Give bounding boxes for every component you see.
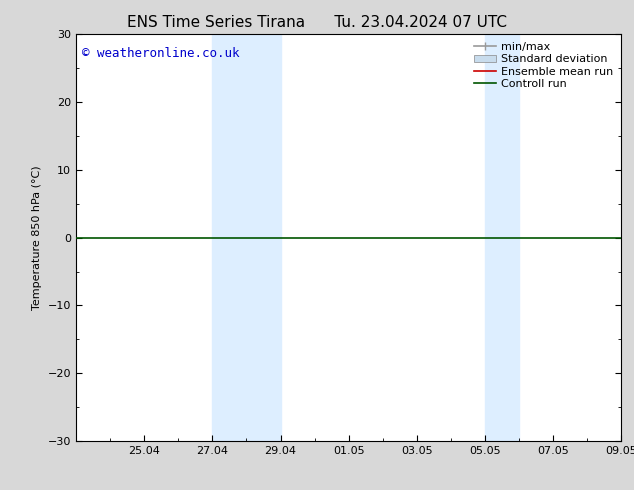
Text: ENS Time Series Tirana      Tu. 23.04.2024 07 UTC: ENS Time Series Tirana Tu. 23.04.2024 07… — [127, 15, 507, 30]
Text: © weatheronline.co.uk: © weatheronline.co.uk — [82, 47, 239, 59]
Bar — [212, 34, 280, 441]
Bar — [485, 34, 519, 441]
Y-axis label: Temperature 850 hPa (°C): Temperature 850 hPa (°C) — [32, 165, 42, 310]
Legend: min/max, Standard deviation, Ensemble mean run, Controll run: min/max, Standard deviation, Ensemble me… — [471, 40, 616, 91]
